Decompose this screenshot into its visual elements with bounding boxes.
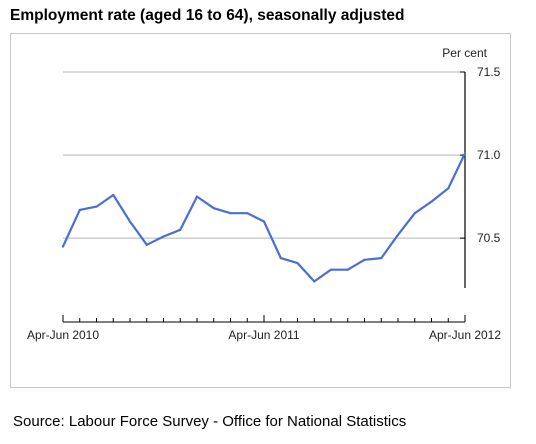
data-point-18 (363, 258, 366, 261)
y-tick-label-2: 71.5 (477, 65, 501, 79)
chart-title: Employment rate (aged 16 to 64), seasona… (10, 7, 405, 24)
data-point-10 (229, 212, 232, 215)
data-point-7 (179, 228, 182, 231)
data-point-4 (128, 220, 132, 223)
line-chart: 70.5 71.0 71.5 Apr-Jun 2010 Apr-Jun 2011 Apr-… (27, 46, 501, 342)
data-point-0 (61, 245, 65, 248)
data-point-2 (95, 205, 98, 208)
data-point-13 (279, 256, 282, 260)
x-tick-label-0: Apr-Jun 2010 (27, 328, 99, 342)
data-point-6 (162, 235, 165, 238)
data-point-1 (78, 208, 81, 212)
series-line-0 (61, 152, 467, 283)
data-point-24 (463, 152, 467, 155)
data-point-16 (329, 268, 333, 271)
data-point-3 (112, 193, 115, 197)
y-tick-label-1: 71.0 (477, 148, 501, 162)
data-point-14 (296, 261, 299, 265)
data-point-21 (413, 212, 416, 215)
x-tick-label-2: Apr-Jun 2012 (429, 328, 501, 342)
x-tick-label-1: Apr-Jun 2011 (228, 328, 299, 342)
data-point-22 (430, 200, 433, 203)
data-point-11 (246, 212, 249, 215)
data-point-20 (396, 233, 400, 236)
y-axis-label: Per cent (442, 46, 487, 60)
data-point-23 (447, 187, 450, 190)
series-layer (61, 152, 467, 283)
data-point-9 (212, 207, 215, 210)
gridlines (63, 71, 465, 239)
data-point-5 (145, 243, 148, 246)
axes: 70.5 71.0 71.5 Apr-Jun 2010 Apr-Jun 2011 Apr-… (27, 65, 501, 342)
chart-panel: 70.5 71.0 71.5 Apr-Jun 2010 Apr-Jun 2011 Apr-… (10, 33, 511, 388)
y-tick-label-0: 70.5 (477, 231, 501, 245)
data-point-19 (380, 256, 383, 260)
data-point-12 (262, 220, 266, 223)
data-point-8 (195, 195, 199, 198)
data-point-15 (313, 280, 316, 283)
source-note: Source: Labour Force Survey - Office for… (13, 413, 407, 430)
data-point-17 (346, 268, 349, 271)
